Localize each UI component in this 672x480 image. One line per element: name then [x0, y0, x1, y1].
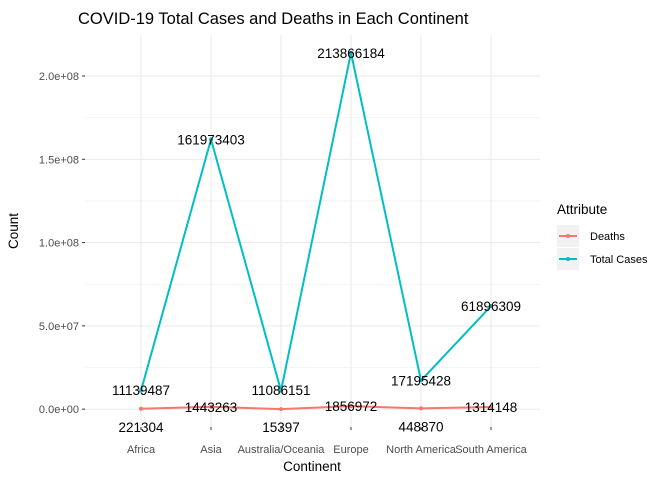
total-cases-point — [349, 50, 353, 55]
y-axis-title: Count — [6, 213, 21, 249]
x-tick-label: Australia/Oceania — [238, 444, 326, 456]
y-tick-label: 1.5e+08 — [39, 154, 79, 166]
x-tick-label: Africa — [127, 444, 156, 456]
y-axis: 0.0e+00 5.0e+07 1.0e+08 1.5e+08 2.0e+08 — [39, 71, 85, 416]
total-cases-data-label: 161973403 — [177, 132, 245, 147]
total-cases-data-label: 11086151 — [251, 383, 310, 398]
deaths-point — [279, 407, 283, 412]
legend: Attribute Deaths Total Cases — [557, 202, 648, 270]
deaths-data-label: 1314148 — [465, 400, 518, 415]
deaths-line — [140, 405, 492, 411]
deaths-point — [489, 404, 493, 409]
deaths-point — [209, 404, 213, 409]
deaths-point — [139, 406, 143, 411]
x-tick-label: Europe — [333, 444, 368, 456]
y-tick-label: 0.0e+00 — [39, 404, 79, 416]
y-tick-label: 5.0e+07 — [39, 321, 79, 333]
x-tick-label: South America — [455, 444, 527, 456]
x-axis: Africa Asia Australia/Oceania Europe North A… — [127, 427, 528, 456]
total-cases-legend-label: Total Cases — [590, 254, 648, 266]
series-lines — [140, 51, 492, 411]
deaths-legend-label: Deaths — [590, 231, 625, 243]
legend-title: Attribute — [557, 202, 607, 217]
legend-items: Deaths Total Cases — [557, 225, 648, 270]
x-tick-label: North America — [386, 444, 457, 456]
series-points — [139, 50, 493, 412]
total-cases-point — [489, 304, 493, 309]
major-gridlines — [85, 35, 540, 427]
y-tick-label: 2.0e+08 — [39, 71, 79, 83]
plot-background — [85, 35, 540, 427]
deaths-data-label: 448870 — [398, 419, 443, 434]
deaths-data-label: 1856972 — [325, 399, 378, 414]
total-cases-data-label: 17195428 — [391, 374, 451, 389]
total-cases-point — [209, 137, 213, 142]
deaths-data-label: 1443263 — [185, 400, 238, 415]
plot-panel: 11139487 161973403 11086151 213866184 171954… — [85, 35, 540, 435]
deaths-legend-key-point — [566, 234, 570, 238]
chart-title: COVID-19 Total Cases and Deaths in Each … — [78, 10, 469, 28]
total-cases-point — [279, 388, 283, 393]
x-axis-title: Continent — [283, 459, 341, 474]
deaths-point — [349, 404, 353, 409]
total-cases-data-label: 61896309 — [461, 299, 521, 314]
deaths-point — [419, 406, 423, 411]
total-cases-point — [419, 378, 423, 383]
total-cases-data-label: 11139487 — [112, 383, 170, 398]
total-cases-point — [139, 388, 143, 393]
minor-gridlines — [85, 117, 540, 368]
total-cases-data-label: 213866184 — [317, 46, 385, 61]
total-cases-line — [140, 51, 492, 392]
x-tick-label: Asia — [200, 444, 222, 456]
total-cases-legend-key-point — [566, 257, 570, 261]
y-tick-label: 1.0e+08 — [39, 238, 79, 250]
